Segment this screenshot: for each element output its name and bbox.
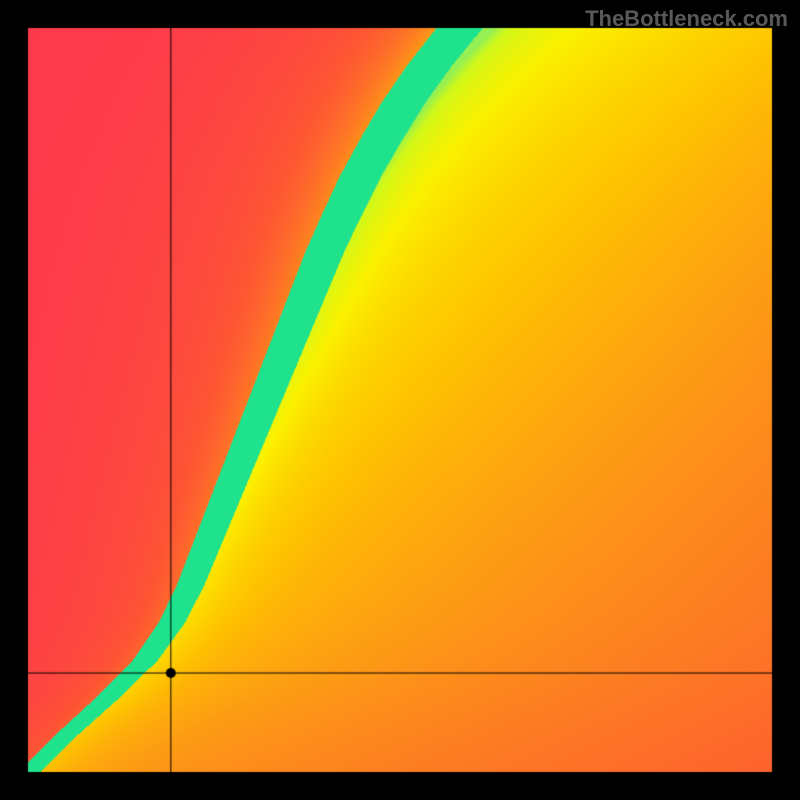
chart-container: { "watermark": { "text": "TheBottleneck.…: [0, 0, 800, 800]
bottleneck-heatmap-canvas: [0, 0, 800, 800]
